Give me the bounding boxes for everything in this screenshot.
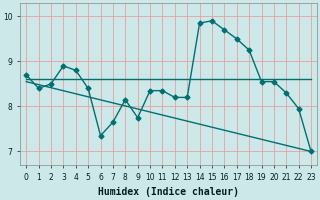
X-axis label: Humidex (Indice chaleur): Humidex (Indice chaleur) bbox=[98, 187, 239, 197]
